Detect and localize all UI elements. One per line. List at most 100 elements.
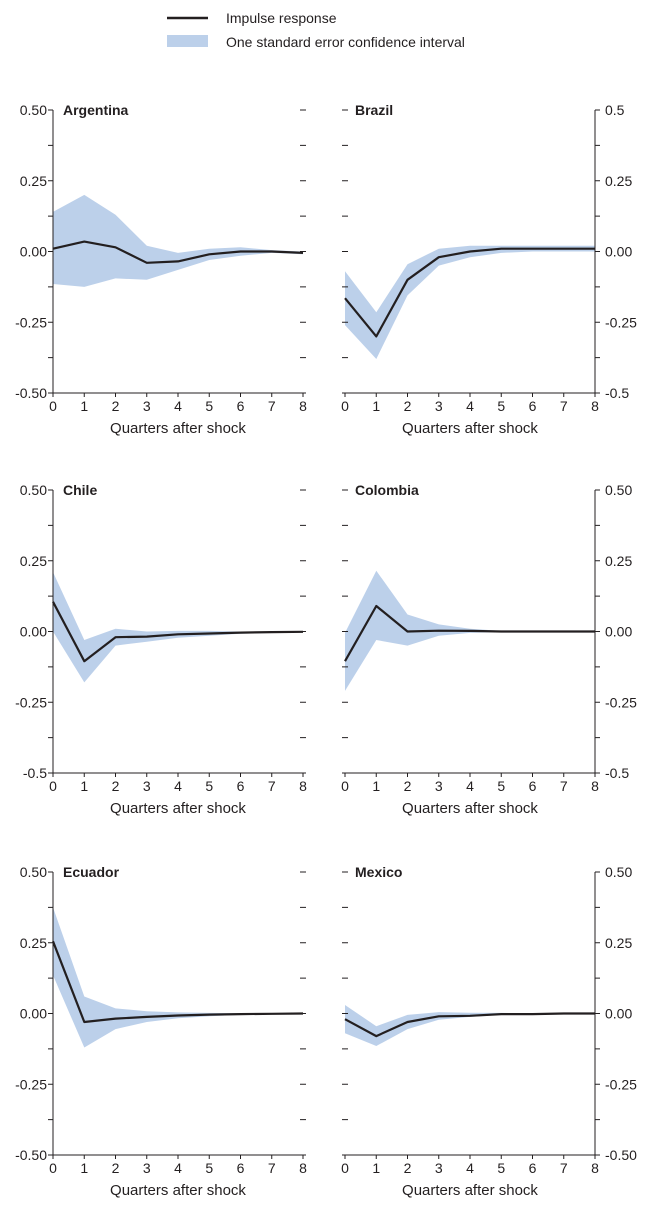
y-tick-label: 0.25 xyxy=(20,935,47,951)
x-axis-title: Quarters after shock xyxy=(402,420,538,437)
x-tick-label: 1 xyxy=(80,778,88,794)
y-tick-label: 0.00 xyxy=(20,244,47,260)
x-tick-label: 6 xyxy=(237,398,245,414)
x-tick-label: 5 xyxy=(497,398,505,414)
y-tick-label: 0.25 xyxy=(20,553,47,569)
x-tick-label: 6 xyxy=(237,778,245,794)
y-tick-label: -0.5 xyxy=(23,765,47,781)
x-tick-label: 7 xyxy=(268,778,276,794)
x-tick-label: 4 xyxy=(466,778,474,794)
x-tick-label: 3 xyxy=(435,398,443,414)
x-tick-label: 2 xyxy=(112,398,120,414)
x-tick-label: 0 xyxy=(49,1160,57,1176)
x-tick-label: 0 xyxy=(49,778,57,794)
legend-band-label: One standard error confidence interval xyxy=(226,34,465,50)
x-tick-label: 6 xyxy=(529,778,537,794)
y-tick-label: 0.50 xyxy=(605,864,632,880)
x-tick-label: 6 xyxy=(529,398,537,414)
y-tick-label: 0.00 xyxy=(605,624,632,640)
x-tick-label: 8 xyxy=(299,778,307,794)
y-tick-label: -0.25 xyxy=(605,1076,637,1092)
y-tick-label: -0.50 xyxy=(605,1147,637,1163)
x-tick-label: 2 xyxy=(404,1160,412,1176)
x-tick-label: 3 xyxy=(143,778,151,794)
panel-colombia: 0.50 0.25 0.00 -0.25 -0.5 0 1 2 3 4 5 6 7 8 Quarters a… xyxy=(341,482,637,817)
y-tick-label: -0.25 xyxy=(15,314,47,330)
y-tick-label: 0.50 xyxy=(605,482,632,498)
x-axis-title: Quarters after shock xyxy=(110,1182,246,1199)
x-tick-label: 2 xyxy=(112,1160,120,1176)
x-tick-label: 8 xyxy=(591,398,599,414)
panel-title: Argentina xyxy=(63,102,129,118)
x-tick-label: 1 xyxy=(80,398,88,414)
x-tick-label: 8 xyxy=(299,1160,307,1176)
y-tick-label: 0.50 xyxy=(20,864,47,880)
panel-title: Brazil xyxy=(355,102,393,118)
x-tick-label: 6 xyxy=(237,1160,245,1176)
y-tick-label: -0.5 xyxy=(605,765,629,781)
x-tick-label: 3 xyxy=(143,1160,151,1176)
confidence-band xyxy=(345,1005,595,1046)
y-tick-label: 0.25 xyxy=(605,935,632,951)
confidence-band xyxy=(345,245,595,359)
x-tick-label: 3 xyxy=(435,1160,443,1176)
panel-title: Chile xyxy=(63,482,97,498)
x-tick-label: 4 xyxy=(466,398,474,414)
confidence-band xyxy=(53,194,303,287)
x-tick-label: 2 xyxy=(112,778,120,794)
x-tick-label: 7 xyxy=(560,1160,568,1176)
x-axis-title: Quarters after shock xyxy=(402,1182,538,1199)
panel-title: Colombia xyxy=(355,482,419,498)
x-tick-label: 5 xyxy=(205,398,213,414)
y-tick-label: 0.50 xyxy=(20,102,47,118)
legend-line-label: Impulse response xyxy=(226,10,337,26)
x-tick-label: 0 xyxy=(341,1160,349,1176)
y-tick-label: 0.00 xyxy=(20,1006,47,1022)
impulse-response-line xyxy=(52,601,304,663)
impulse-response-line xyxy=(344,604,595,662)
x-tick-label: 8 xyxy=(591,778,599,794)
x-tick-label: 0 xyxy=(49,398,57,414)
x-tick-label: 8 xyxy=(299,398,307,414)
y-tick-label: -0.25 xyxy=(15,1076,47,1092)
legend: Impulse response One standard error conf… xyxy=(167,10,465,50)
x-tick-label: 7 xyxy=(560,398,568,414)
panel-title: Ecuador xyxy=(63,864,120,880)
x-tick-label: 5 xyxy=(205,778,213,794)
x-tick-label: 7 xyxy=(560,778,568,794)
panel-ecuador: 0.50 0.25 0.00 -0.25 -0.500 1 2 3 4 5 6 7 8 Quarters … xyxy=(15,864,307,1199)
x-axis-title: Quarters after shock xyxy=(110,420,246,437)
x-tick-label: 3 xyxy=(435,778,443,794)
impulse-response-line xyxy=(344,247,595,338)
impulse-response-line xyxy=(51,940,304,1024)
x-axis-title: Quarters after shock xyxy=(110,800,246,817)
x-tick-label: 1 xyxy=(372,778,380,794)
x-tick-label: 7 xyxy=(268,398,276,414)
x-tick-label: 4 xyxy=(174,778,182,794)
impulse-response-line xyxy=(344,1012,595,1038)
panel-argentina: 0.50 0.25 0.00 -0.25 -0.500 1 2 3 4 5 6 7 8 Quarters … xyxy=(15,102,307,437)
chart-panels: 0.500.250.00-0.25-0.500 1 2 3 4 5 6 7 8Quarters … xyxy=(15,102,637,1199)
x-tick-label: 5 xyxy=(205,1160,213,1176)
x-tick-label: 2 xyxy=(404,398,412,414)
x-tick-label: 4 xyxy=(174,1160,182,1176)
x-tick-label: 1 xyxy=(372,398,380,414)
x-tick-label: 7 xyxy=(268,1160,276,1176)
x-tick-label: 5 xyxy=(497,1160,505,1176)
x-tick-label: 5 xyxy=(497,778,505,794)
panel-mexico: 0.50 0.25 0.00 -0.25 -0.50 0 1 2 3 4 5 6 7 8 Quarters … xyxy=(341,864,637,1199)
y-tick-label: 0.00 xyxy=(605,1006,632,1022)
x-tick-label: 6 xyxy=(529,1160,537,1176)
x-tick-label: 2 xyxy=(404,778,412,794)
y-tick-label: -0.25 xyxy=(605,314,637,330)
y-tick-label: -0.50 xyxy=(15,1147,47,1163)
panel-brazil: 0.5 0.25 0.00 -0.25 -0.5 0 1 2 3 4 5 6 7 8 Quarters af… xyxy=(341,102,637,437)
y-tick-label: -0.5 xyxy=(605,385,629,401)
x-tick-label: 0 xyxy=(341,398,349,414)
y-tick-label: 0.00 xyxy=(605,244,632,260)
x-tick-label: 0 xyxy=(341,778,349,794)
x-tick-label: 1 xyxy=(372,1160,380,1176)
y-tick-label: -0.25 xyxy=(15,694,47,710)
y-tick-label: -0.25 xyxy=(605,694,637,710)
